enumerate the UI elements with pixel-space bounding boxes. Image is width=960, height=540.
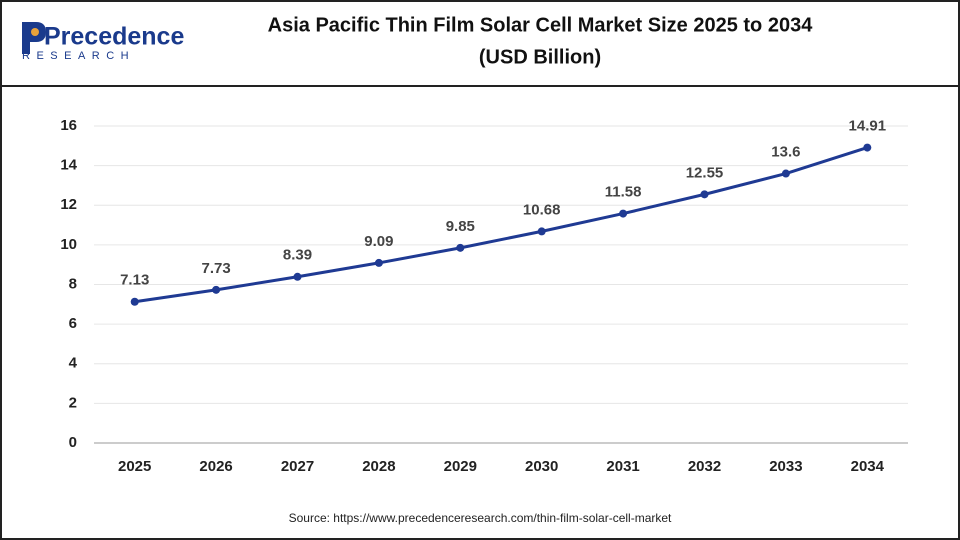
x-tick-label: 2028 xyxy=(362,458,395,475)
point xyxy=(130,297,139,306)
y-tick-label: 6 xyxy=(69,315,77,332)
point xyxy=(374,258,383,267)
y-tick-label: 8 xyxy=(69,275,77,292)
point xyxy=(863,143,872,152)
point xyxy=(700,190,709,199)
x-tick-label: 2033 xyxy=(769,458,802,475)
value-label: 7.73 xyxy=(201,260,230,277)
value-label: 12.55 xyxy=(686,164,724,181)
value-label: 11.58 xyxy=(605,184,642,201)
value-label: 10.68 xyxy=(523,201,561,218)
value-label: 9.09 xyxy=(364,233,393,250)
x-tick-label: 2025 xyxy=(118,458,151,475)
logo-dot xyxy=(31,28,39,36)
y-tick-label: 0 xyxy=(69,434,77,451)
x-tick-label: 2031 xyxy=(606,458,639,475)
chart-subtitle: (USD Billion) xyxy=(479,46,601,68)
y-tick-label: 12 xyxy=(60,196,77,213)
point xyxy=(293,272,302,281)
value-label: 14.91 xyxy=(849,118,887,135)
y-tick-label: 16 xyxy=(60,117,77,134)
point xyxy=(212,285,221,294)
logo-tagline: RESEARCH xyxy=(22,50,135,62)
y-tick-label: 2 xyxy=(69,394,77,411)
x-tick-label: 2034 xyxy=(851,458,885,475)
point xyxy=(456,243,465,252)
chart-title: Asia Pacific Thin Film Solar Cell Market… xyxy=(268,14,814,36)
point xyxy=(619,209,628,218)
point xyxy=(781,169,790,178)
x-tick-label: 2032 xyxy=(688,458,721,475)
y-tick-label: 10 xyxy=(60,236,77,253)
value-label: 13.6 xyxy=(771,144,800,161)
logo-mark xyxy=(22,22,46,54)
y-tick-label: 14 xyxy=(60,157,77,174)
value-label: 9.85 xyxy=(446,218,475,235)
x-tick-label: 2026 xyxy=(199,458,232,475)
value-label: 8.39 xyxy=(283,247,312,264)
source-note: Source: https://www.precedenceresearch.c… xyxy=(289,511,672,525)
logo-name: Precedence xyxy=(44,23,184,51)
y-tick-label: 4 xyxy=(69,355,78,372)
value-label: 7.13 xyxy=(120,272,149,289)
line xyxy=(134,146,868,304)
point xyxy=(537,227,546,236)
x-tick-label: 2029 xyxy=(444,458,477,475)
x-tick-label: 2027 xyxy=(281,458,314,475)
x-tick-label: 2030 xyxy=(525,458,558,475)
